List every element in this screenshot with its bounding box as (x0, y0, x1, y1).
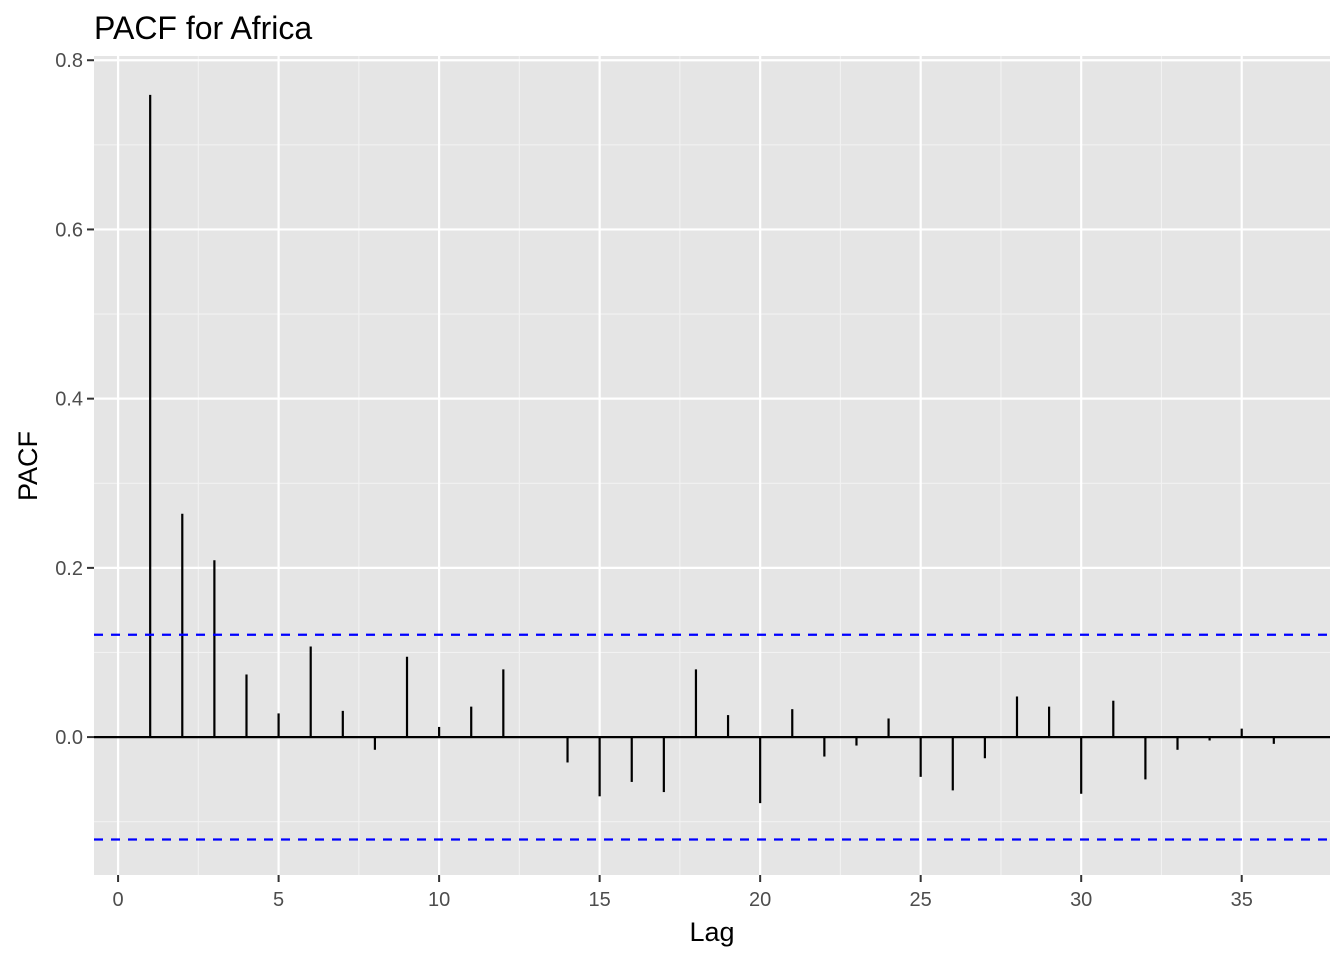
pacf-bars (149, 94, 1275, 804)
x-tick-label: 35 (1231, 889, 1253, 911)
y-tick-label: 0.4 (55, 389, 83, 411)
y-tick-label: 0.0 (55, 727, 83, 749)
x-axis-title: Lag (689, 917, 734, 947)
y-tick-label: 0.8 (55, 50, 83, 72)
y-axis: 0.0 0.2 0.4 0.6 0.8 (55, 50, 94, 749)
x-tick-label: 20 (749, 889, 771, 911)
x-tick-label: 30 (1070, 889, 1092, 911)
y-tick-label: 0.6 (55, 219, 83, 241)
plot-panel (94, 56, 1330, 875)
x-tick-label: 0 (113, 889, 124, 911)
x-tick-label: 5 (273, 889, 284, 911)
y-tick-label: 0.2 (55, 558, 83, 580)
x-tick-label: 25 (910, 889, 932, 911)
chart-title: PACF for Africa (94, 10, 312, 46)
x-tick-label: 10 (428, 889, 450, 911)
minor-gridlines (94, 56, 1330, 875)
x-tick-label: 15 (589, 889, 611, 911)
x-axis: 0 5 10 15 20 25 30 35 (113, 875, 1253, 911)
y-axis-title: PACF (13, 431, 43, 501)
